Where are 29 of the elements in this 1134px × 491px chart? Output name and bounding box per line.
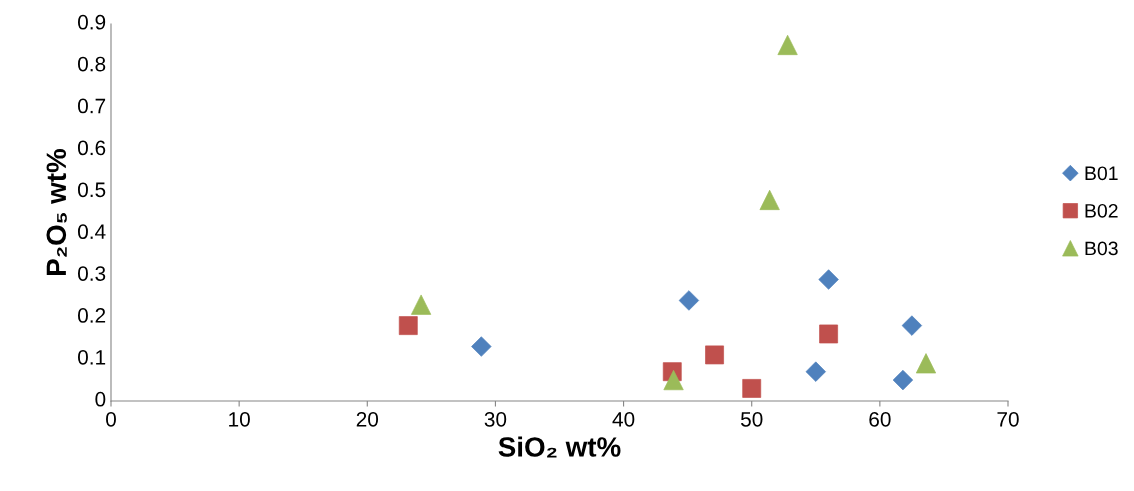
point xyxy=(777,34,798,56)
y-axis-title: P₂O₅ wt% xyxy=(46,148,67,275)
x-tick-label: 20 xyxy=(356,411,379,427)
legend-label: B03 xyxy=(1085,241,1118,256)
y-tick-label: 0.1 xyxy=(77,349,106,365)
x-tick-label: 70 xyxy=(997,411,1019,427)
y-tick-label: 0.8 xyxy=(77,56,106,72)
y-tick-label: 0.6 xyxy=(77,140,106,156)
legend-label: B01 xyxy=(1085,166,1118,181)
x-tick-label: 0 xyxy=(106,411,116,427)
x-tick-label: 40 xyxy=(612,411,635,427)
x-tick-label: 60 xyxy=(869,411,891,427)
point xyxy=(471,336,492,357)
x-tick-label: 10 xyxy=(229,411,250,427)
point xyxy=(663,369,684,391)
y-tick-label: 0.4 xyxy=(77,224,106,240)
x-tick-label: 30 xyxy=(484,411,507,427)
legend-label: B02 xyxy=(1085,203,1118,218)
y-tick-label: 0.9 xyxy=(77,14,106,30)
y-tick-label: 0.3 xyxy=(77,266,106,281)
point xyxy=(678,290,700,311)
y-tick-label: 0.5 xyxy=(77,182,106,198)
y-tick-label: 0 xyxy=(95,391,106,407)
point xyxy=(901,315,923,336)
point xyxy=(742,379,762,398)
x-axis-title: SiO₂ wt% xyxy=(498,436,621,458)
y-tick-label: 0.7 xyxy=(77,98,106,114)
y-tick-label: 0.2 xyxy=(77,308,106,323)
x-tick-label: 50 xyxy=(740,411,763,427)
